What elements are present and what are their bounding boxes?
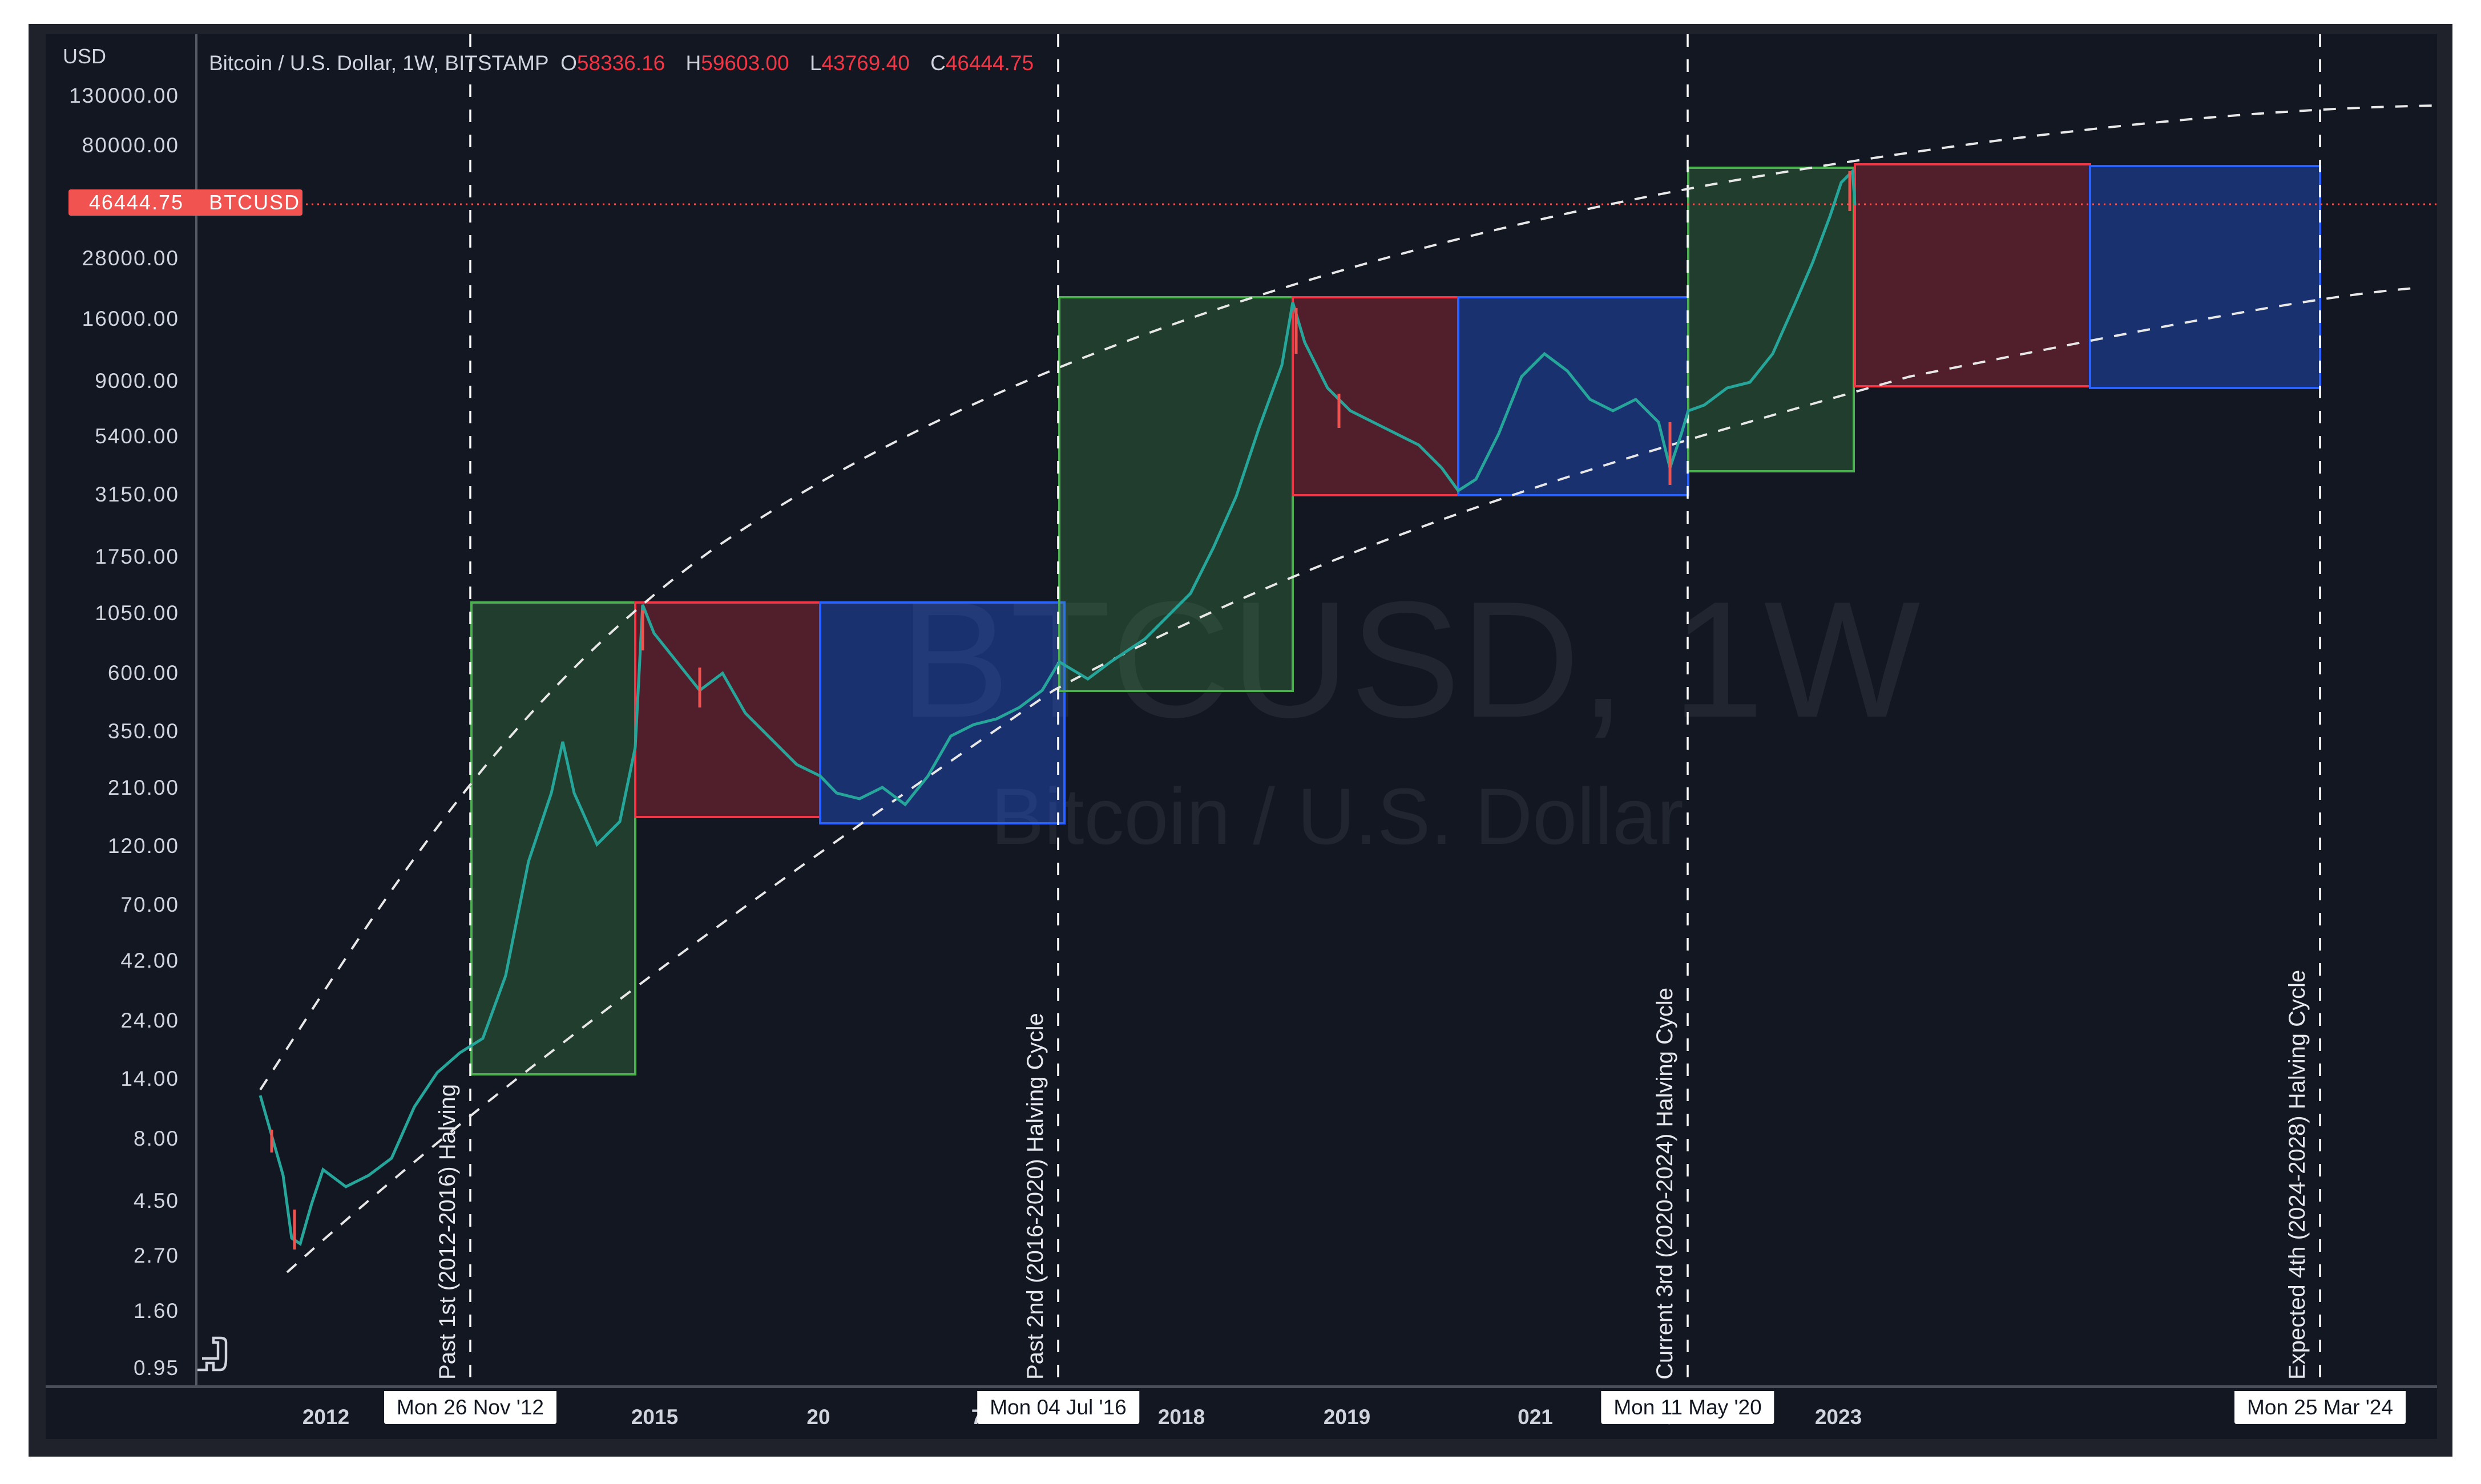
time-axis[interactable]: 2012 2015 20 7 2018 2019 021 2022 2023 2…: [46, 1385, 2437, 1442]
cycle2-bull-box: [1058, 296, 1294, 692]
symbol-tag: BTCUSD: [199, 189, 302, 216]
year-tick: 2015: [631, 1405, 679, 1429]
price-tick: 28000.00: [82, 246, 179, 270]
cycle1-accum-box: [819, 601, 1066, 824]
price-tick: 70.00: [120, 893, 179, 916]
price-tick: 42.00: [120, 949, 179, 972]
legend-open-label: O: [560, 51, 577, 75]
price-tick: 4.50: [133, 1189, 179, 1212]
halving-label-1: Past 1st (2012-2016) Halving: [435, 1083, 460, 1380]
price-tick: 350.00: [107, 719, 179, 743]
legend-open-value: 58336.16: [576, 51, 665, 75]
year-tick: 2012: [302, 1405, 350, 1429]
down-candles-sample: [270, 171, 1851, 1250]
year-tick: 20: [806, 1405, 830, 1429]
lower-trend-curve: [286, 287, 2415, 1273]
legend-title: Bitcoin / U.S. Dollar, 1W, BITSTAMP: [209, 51, 549, 75]
year-tick: 2019: [1323, 1405, 1371, 1429]
price-tick: 1750.00: [95, 545, 179, 568]
upper-trend-curve: [259, 104, 2437, 1091]
halving-label-4: Expected 4th (2024-2028) Halving Cycle: [2285, 969, 2310, 1380]
halving-date-tag-2: Mon 04 Jul '16: [977, 1391, 1139, 1424]
year-tick: 2023: [1814, 1405, 1862, 1429]
price-path: [259, 168, 1857, 1246]
price-tick: 2.70: [133, 1244, 179, 1267]
chart-drawings: [197, 34, 2437, 1385]
price-tick: 24.00: [120, 1009, 179, 1032]
halving-label-2: Past 2nd (2016-2020) Halving Cycle: [1023, 1013, 1048, 1380]
year-tick: 2018: [1157, 1405, 1205, 1429]
price-tick: 9000.00: [95, 369, 179, 393]
price-tick: 120.00: [107, 834, 179, 858]
plot-area[interactable]: BTCUSD, 1W Bitcoin / U.S. Dollar: [197, 34, 2437, 1385]
price-tick: 14.00: [120, 1067, 179, 1090]
price-tick: 16000.00: [82, 307, 179, 330]
last-price-tag: 46444.75: [68, 189, 200, 216]
price-tick: 80000.00: [82, 134, 179, 157]
watermark-description: Bitcoin / U.S. Dollar: [991, 771, 1684, 861]
price-axis-unit: USD: [63, 45, 107, 68]
halving-date-tag-1: Mon 26 Nov '12: [384, 1391, 556, 1424]
halving-date-tag-3: Mon 11 May '20: [1601, 1391, 1774, 1424]
price-tick: 210.00: [107, 776, 179, 799]
price-tick: 1050.00: [95, 601, 179, 625]
tradingview-logo-icon[interactable]: [195, 1335, 229, 1375]
legend-low-label: L: [809, 51, 822, 75]
chart-legend: Bitcoin / U.S. Dollar, 1W, BITSTAMP O583…: [209, 51, 1048, 75]
price-tick: 0.95: [133, 1356, 179, 1380]
price-tick: 600.00: [107, 661, 179, 685]
watermark-symbol: BTCUSD, 1W: [899, 567, 1921, 752]
chart-panel[interactable]: USD 130000.00 80000.00 28000.00 16000.00…: [46, 34, 2437, 1439]
cycle3-bear-box: [1854, 163, 2091, 387]
cycle1-bear-box: [634, 601, 821, 818]
price-tick: 130000.00: [69, 84, 179, 107]
legend-low-value: 43769.40: [821, 51, 910, 75]
cycle2-bear-box: [1292, 296, 1459, 496]
year-tick: 021: [1518, 1405, 1553, 1429]
price-tick: 3150.00: [95, 483, 179, 506]
legend-high-value: 59603.00: [701, 51, 789, 75]
cycle3-bull-box: [1687, 167, 1855, 472]
price-tick: 5400.00: [95, 424, 179, 448]
price-axis[interactable]: USD 130000.00 80000.00 28000.00 16000.00…: [46, 34, 197, 1385]
cycle3-accum-box: [2089, 165, 2321, 389]
price-tick: 1.60: [133, 1299, 179, 1323]
legend-high-label: H: [685, 51, 701, 75]
cycle-boxes: [470, 163, 2321, 1075]
price-tick: 8.00: [133, 1127, 179, 1150]
halving-label-3: Current 3rd (2020-2024) Halving Cycle: [1652, 988, 1677, 1380]
halving-date-tag-4: Mon 25 Mar '24: [2234, 1391, 2406, 1424]
legend-close-label: C: [930, 51, 946, 75]
cycle2-accum-box: [1457, 296, 1689, 496]
price-candles: [259, 168, 1857, 1250]
legend-close-value: 46444.75: [945, 51, 1034, 75]
